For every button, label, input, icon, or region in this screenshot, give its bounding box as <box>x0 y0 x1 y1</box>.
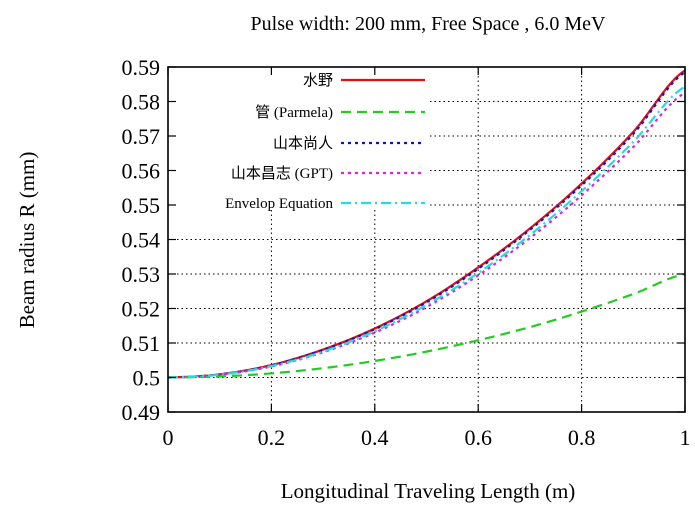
legend-label-1: 管 (Parmela) <box>255 104 333 121</box>
series-line-3 <box>167 91 686 379</box>
y-tick-label: 0.57 <box>122 124 161 149</box>
y-tick-label: 0.54 <box>122 228 161 253</box>
y-tick-label: 0.56 <box>122 159 161 184</box>
y-tick-label: 0.51 <box>122 331 161 356</box>
y-tick-label: 0.49 <box>122 400 161 425</box>
y-tick-label: 0.59 <box>122 55 161 80</box>
y-tick-label: 0.53 <box>122 262 161 287</box>
y-tick-label: 0.58 <box>122 90 161 115</box>
legend-label-0: 水野 <box>303 72 333 89</box>
y-tick-label: 0.55 <box>122 193 161 218</box>
y-tick-label: 0.52 <box>122 297 161 322</box>
x-tick-label: 0.6 <box>464 425 492 450</box>
x-tick-label: 0.4 <box>361 425 389 450</box>
y-axis-label: Beam radius R (mm) <box>15 152 39 329</box>
series-line-4 <box>167 85 686 379</box>
x-tick-label: 0.8 <box>568 425 596 450</box>
y-tick-label: 0.5 <box>133 366 161 391</box>
series-line-2 <box>167 71 686 379</box>
grid <box>168 67 685 412</box>
legend-label-3: 山本昌志 (GPT) <box>231 165 333 182</box>
x-tick-label: 1 <box>680 425 691 450</box>
series-line-0 <box>167 69 686 379</box>
x-tick-label: 0.2 <box>258 425 286 450</box>
legend-label-2: 山本尚人 <box>273 135 333 152</box>
x-axis-label: Longitudinal Traveling Length (m) <box>281 479 576 503</box>
legend-label-4: Envelop Equation <box>225 196 333 212</box>
x-tick-label: 0 <box>163 425 174 450</box>
series-line-1 <box>167 272 686 379</box>
ticks: 0 0.2 0.4 0.6 0.8 1 0.49 0.5 0.51 0.52 0.53 0.54 0.5… <box>122 55 691 450</box>
series-lines <box>167 69 686 379</box>
chart-title: Pulse width: 200 mm, Free Space , 6.0 Me… <box>251 13 607 35</box>
